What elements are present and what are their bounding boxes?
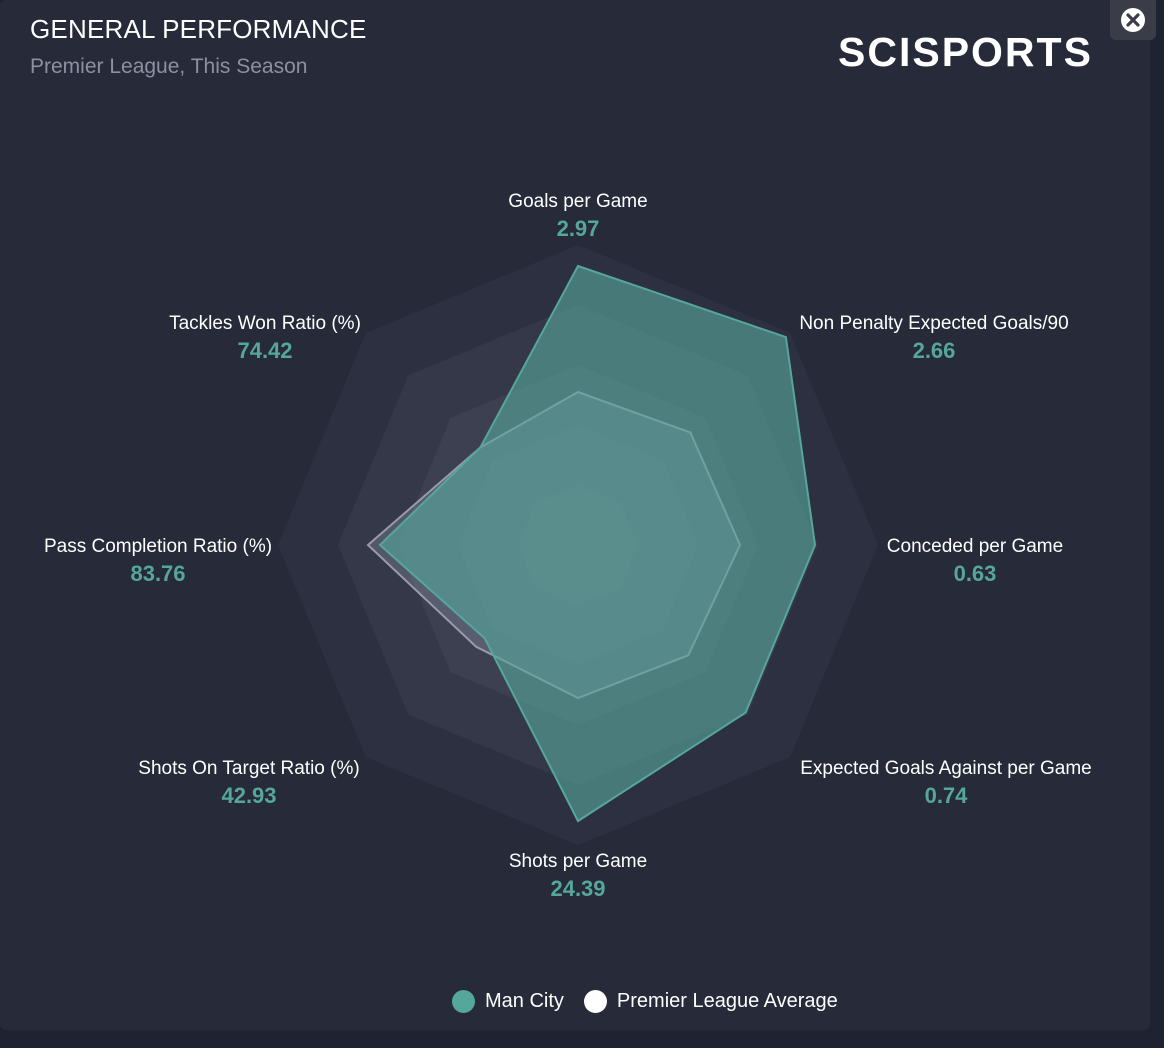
close-button[interactable] [1110,0,1156,40]
brand-logo: SCISPORTS [838,29,1093,75]
axis-label: Non Penalty Expected Goals/90 [799,313,1068,334]
axis-value: 2.66 [913,338,956,363]
axis-value: 42.93 [221,783,276,808]
chart-title: GENERAL PERFORMANCE [30,14,367,44]
axis-value: 74.42 [237,338,292,363]
axis-value: 83.76 [130,561,185,586]
axis-label: Shots per Game [509,851,647,872]
legend-marker-league-average [583,990,607,1013]
legend-marker-man-city [452,990,475,1013]
axis-value: 24.39 [550,876,605,901]
axis-value: 2.97 [557,216,600,241]
close-icon [1121,8,1145,32]
axis-label: Conceded per Game [887,536,1063,557]
chart-subtitle: Premier League, This Season [30,55,308,78]
legend-item-man-city[interactable]: Man City [452,990,564,1013]
legend-label: Premier League Average [616,990,838,1012]
axis-value: 0.63 [954,561,997,586]
chart-legend: Man City Premier League Average [452,990,858,1013]
series-man-city [378,264,817,823]
axis-label: Tackles Won Ratio (%) [169,313,361,334]
axis-label: Goals per Game [508,191,647,212]
axis-label: Pass Completion Ratio (%) [44,536,272,557]
legend-label: Man City [485,990,564,1012]
axis-label: Expected Goals Against per Game [800,758,1092,779]
axis-value: 0.74 [925,783,969,808]
axis-label: Shots On Target Ratio (%) [138,758,359,779]
legend-item-league-average[interactable]: Premier League Average [583,990,838,1013]
